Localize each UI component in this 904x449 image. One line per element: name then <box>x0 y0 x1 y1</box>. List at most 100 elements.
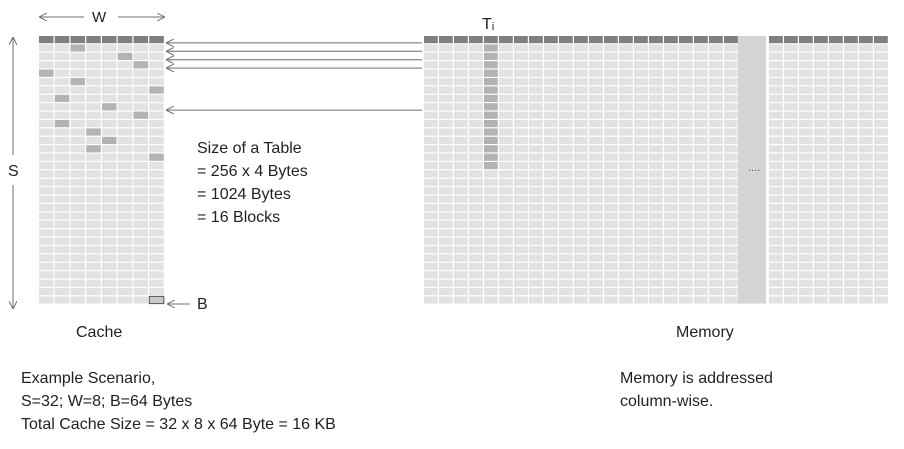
memory-block <box>799 262 813 270</box>
memory-block <box>454 279 468 287</box>
memory-block <box>589 288 603 296</box>
memory-block <box>769 120 783 128</box>
memory-block <box>814 86 828 94</box>
cache-block <box>86 162 101 170</box>
cache-block <box>117 229 133 237</box>
memory-block <box>604 212 618 220</box>
memory-block <box>514 120 528 128</box>
memory-block <box>829 69 843 77</box>
memory-block <box>799 229 813 237</box>
cache-block <box>133 178 149 186</box>
memory-block <box>514 254 528 262</box>
cache-block <box>86 120 101 128</box>
memory-block <box>649 279 663 287</box>
cache-block <box>149 271 164 279</box>
memory-block <box>724 44 738 52</box>
cache-block <box>39 220 54 228</box>
memory-block <box>574 204 588 212</box>
memory-block <box>799 178 813 186</box>
memory-block <box>709 178 723 186</box>
memory-block <box>679 262 693 270</box>
memory-block <box>784 229 798 237</box>
memory-block <box>589 61 603 69</box>
memory-block <box>514 229 528 237</box>
memory-block <box>634 279 648 287</box>
memory-block <box>454 52 468 60</box>
memory-block <box>844 212 858 220</box>
memory-block <box>439 78 453 86</box>
memory-block <box>559 178 573 186</box>
memory-block <box>604 136 618 144</box>
memory-block <box>424 61 438 69</box>
cache-block <box>54 103 70 111</box>
memory-block <box>709 296 723 304</box>
memory-block <box>799 61 813 69</box>
cache-block <box>54 237 70 245</box>
memory-block <box>649 204 663 212</box>
memory-block <box>559 262 573 270</box>
memory-block <box>514 44 528 52</box>
memory-block <box>844 103 858 111</box>
memory-block <box>619 69 633 77</box>
memory-block <box>694 145 708 153</box>
memory-block <box>799 78 813 86</box>
memory-block <box>709 61 723 69</box>
cache-block <box>86 136 101 144</box>
cache-block <box>117 187 133 195</box>
memory-block <box>859 170 873 178</box>
memory-block <box>859 111 873 119</box>
memory-block <box>769 69 783 77</box>
memory-block <box>589 296 603 304</box>
cache-block <box>149 220 164 228</box>
memory-block <box>619 36 633 44</box>
memory-block <box>664 246 678 254</box>
memory-table-block <box>484 136 498 144</box>
cache-block <box>70 204 86 212</box>
memory-block <box>709 246 723 254</box>
cache-block <box>149 187 164 195</box>
memory-block <box>844 204 858 212</box>
memory-block <box>529 229 543 237</box>
memory-block <box>724 136 738 144</box>
memory-table-block <box>484 36 498 44</box>
memory-block <box>619 145 633 153</box>
memory-block <box>784 61 798 69</box>
memory-block <box>469 61 483 69</box>
memory-block <box>604 246 618 254</box>
cache-block <box>117 170 133 178</box>
cache-block <box>102 136 117 144</box>
memory-block <box>514 279 528 287</box>
memory-block <box>499 86 513 94</box>
memory-block <box>799 153 813 161</box>
memory-block <box>499 94 513 102</box>
memory-block <box>544 254 558 262</box>
memory-block <box>814 153 828 161</box>
memory-block <box>679 195 693 203</box>
memory-table-block <box>484 111 498 119</box>
cache-block <box>133 204 149 212</box>
cache-block <box>117 288 133 296</box>
memory-block <box>439 120 453 128</box>
table-size-line-2: = 256 x 4 Bytes <box>197 163 308 180</box>
memory-block <box>499 162 513 170</box>
cache-block <box>102 195 117 203</box>
cache-block <box>102 204 117 212</box>
memory-block <box>529 262 543 270</box>
memory-block <box>424 94 438 102</box>
memory-block <box>859 237 873 245</box>
memory-block <box>544 162 558 170</box>
memory-block <box>544 86 558 94</box>
memory-block <box>499 237 513 245</box>
memory-block <box>829 52 843 60</box>
cache-block <box>149 44 164 52</box>
cache-block <box>102 288 117 296</box>
memory-block <box>589 220 603 228</box>
memory-block <box>559 36 573 44</box>
memory-block <box>664 288 678 296</box>
memory-block <box>799 220 813 228</box>
memory-block <box>454 271 468 279</box>
memory-block <box>514 111 528 119</box>
memory-block <box>814 262 828 270</box>
scenario-line-3: Total Cache Size = 32 x 8 x 64 Byte = 16… <box>21 416 336 433</box>
memory-block <box>484 170 498 178</box>
